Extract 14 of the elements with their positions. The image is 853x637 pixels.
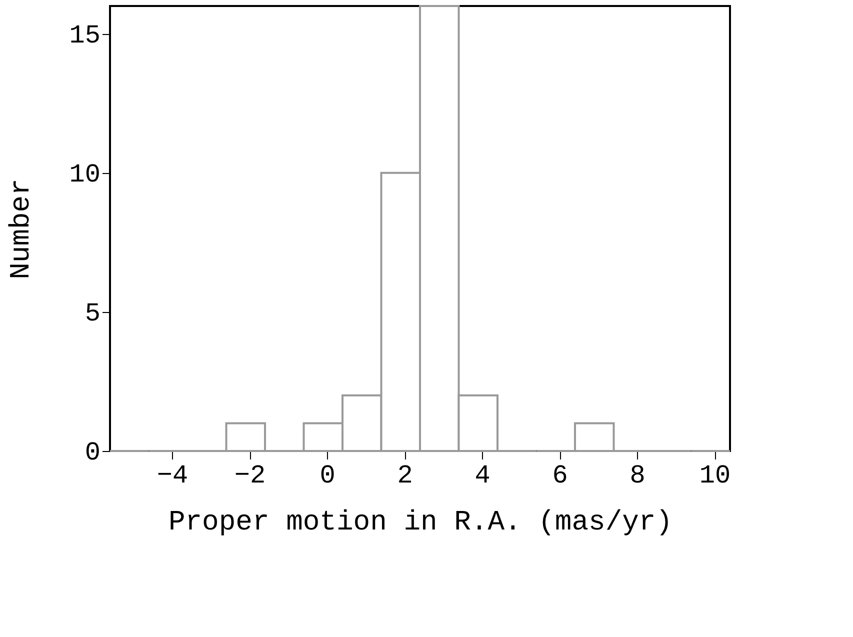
x-tick-label: 8 bbox=[630, 460, 646, 490]
x-tick-label: 2 bbox=[397, 460, 413, 490]
y-tick-label: 5 bbox=[84, 298, 100, 328]
x-tick-label: 6 bbox=[552, 460, 568, 490]
y-tick-label: 10 bbox=[69, 159, 100, 190]
y-tick-label: 15 bbox=[69, 20, 100, 50]
x-tick-label: 4 bbox=[474, 460, 490, 490]
x-axis-title: Proper motion in R.A. (mas/yr) bbox=[168, 508, 673, 538]
x-tick-label: −2 bbox=[234, 460, 266, 490]
x-tick-label: 0 bbox=[320, 460, 336, 490]
y-tick-label: 0 bbox=[84, 438, 100, 468]
x-tick-label: −4 bbox=[156, 460, 188, 490]
y-axis-title: Number bbox=[6, 178, 38, 280]
x-tick-label: 10 bbox=[699, 460, 731, 490]
